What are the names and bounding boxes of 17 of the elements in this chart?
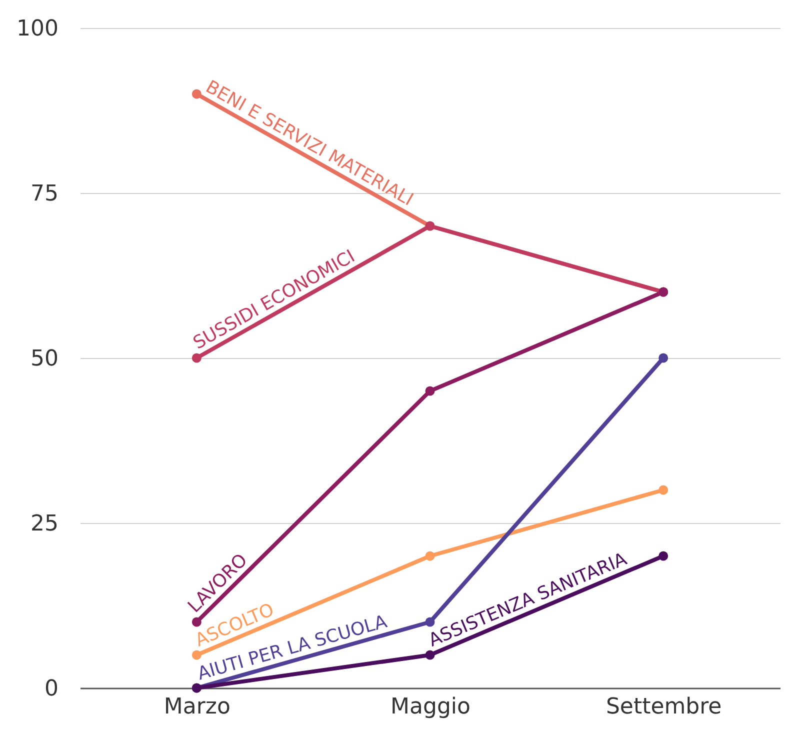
y-tick-label: 50 <box>30 346 58 372</box>
y-tick-label: 100 <box>16 16 58 42</box>
y-tick-label: 75 <box>30 182 58 206</box>
point <box>425 386 435 396</box>
x-tick-label: Maggio <box>390 694 470 720</box>
point <box>658 485 668 495</box>
x-tick-label: Settembre <box>606 694 722 720</box>
x-tick-label: Marzo <box>164 694 230 720</box>
y-tick-label: 25 <box>30 512 58 536</box>
point <box>425 551 435 561</box>
y-tick-label: 0 <box>44 676 58 702</box>
point <box>425 650 435 660</box>
point <box>192 89 202 99</box>
point <box>658 551 668 561</box>
point <box>658 353 668 363</box>
point <box>192 353 202 363</box>
point <box>192 650 202 660</box>
